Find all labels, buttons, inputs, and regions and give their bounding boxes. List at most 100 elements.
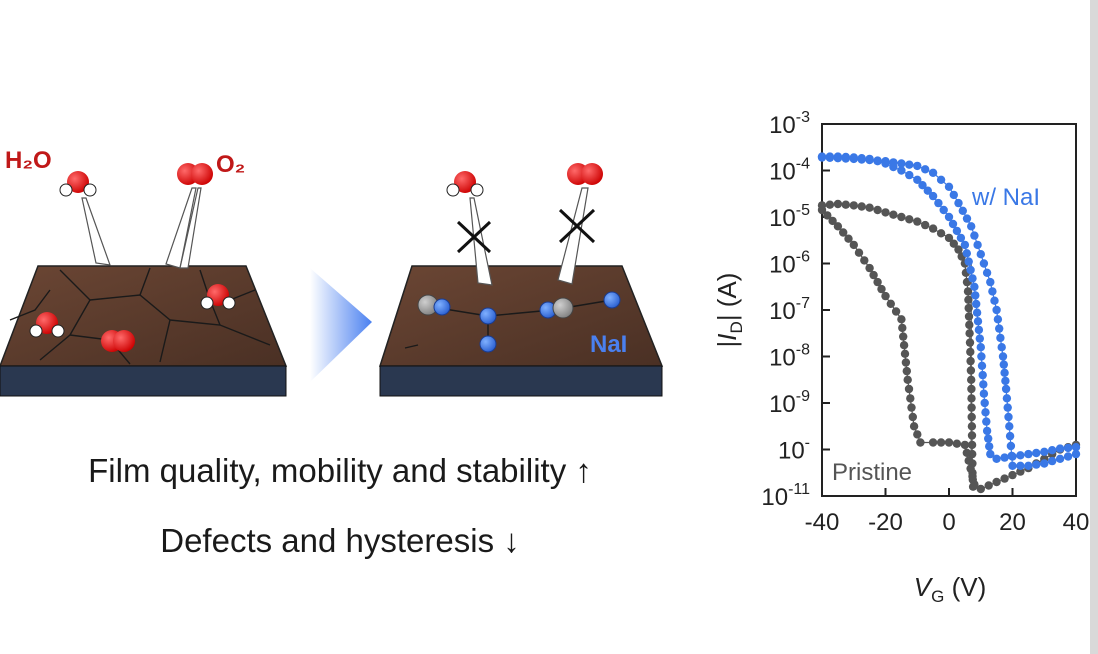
data-point xyxy=(967,403,976,412)
data-point xyxy=(998,352,1008,361)
data-point xyxy=(889,158,898,167)
data-point xyxy=(997,343,1006,352)
data-point xyxy=(891,307,901,316)
data-point xyxy=(903,375,912,384)
data-point xyxy=(990,296,999,305)
data-point xyxy=(833,199,843,209)
data-point xyxy=(899,341,909,350)
data-point xyxy=(901,358,911,367)
data-point xyxy=(967,422,977,431)
water-molecule-embedded-2 xyxy=(29,312,65,338)
data-point xyxy=(1006,441,1016,451)
data-point xyxy=(982,426,992,436)
data-point xyxy=(986,449,995,459)
data-point xyxy=(977,361,987,370)
data-point xyxy=(817,153,827,162)
data-point xyxy=(849,240,858,250)
data-point xyxy=(1024,461,1033,470)
data-point xyxy=(1007,451,1016,461)
data-point xyxy=(897,315,906,324)
data-point xyxy=(976,343,985,352)
data-point xyxy=(886,299,895,308)
data-point xyxy=(978,370,987,380)
data-point xyxy=(905,160,914,169)
data-point xyxy=(967,440,977,450)
right-edge-bar xyxy=(1090,0,1098,654)
data-point xyxy=(936,438,946,447)
h2o-label: H₂O xyxy=(5,147,52,174)
data-point xyxy=(857,155,866,164)
data-point xyxy=(986,277,995,287)
data-point xyxy=(928,191,938,201)
blocked-cross-icon-1 xyxy=(456,220,492,254)
data-point xyxy=(909,422,919,431)
series-label-nai: w/ NaI xyxy=(971,184,1040,211)
data-point xyxy=(974,325,984,335)
data-point xyxy=(913,175,922,184)
water-molecule-top-left xyxy=(59,171,97,197)
x-tick-label: 20 xyxy=(999,509,1026,536)
data-point xyxy=(944,233,954,243)
data-point xyxy=(964,303,973,313)
data-point xyxy=(928,168,938,177)
svg-text:|ID| (A): |ID| (A) xyxy=(712,273,746,348)
data-point xyxy=(985,442,994,451)
data-point xyxy=(949,239,958,248)
data-point xyxy=(1004,412,1013,422)
data-point xyxy=(982,417,991,426)
data-point xyxy=(995,324,1004,333)
data-point xyxy=(833,222,843,231)
y-tick-label: 10-7 xyxy=(769,295,810,325)
data-point xyxy=(952,226,962,236)
data-point xyxy=(966,464,975,473)
data-point xyxy=(944,438,954,447)
series-label-pristine: Pristine xyxy=(832,459,912,486)
water-molecule-top-right xyxy=(446,171,484,197)
data-point xyxy=(1032,448,1041,458)
data-point xyxy=(973,240,982,250)
data-point xyxy=(962,214,972,223)
data-point xyxy=(921,165,930,174)
data-point xyxy=(1016,461,1025,470)
data-point xyxy=(976,484,985,494)
data-point xyxy=(968,472,977,481)
data-point xyxy=(865,203,874,212)
data-point xyxy=(841,200,850,209)
blocked-arrows-right xyxy=(469,187,589,286)
data-point xyxy=(1063,452,1073,461)
data-point xyxy=(965,329,974,338)
data-point xyxy=(967,394,976,403)
data-point xyxy=(1055,454,1065,463)
data-point xyxy=(913,161,922,171)
caption-improvements: Film quality, mobility and stability ↑ xyxy=(88,452,592,489)
data-point xyxy=(966,366,976,375)
x-tick-label: -20 xyxy=(868,509,903,536)
data-point xyxy=(928,224,938,233)
data-point xyxy=(970,231,979,240)
data-point xyxy=(952,439,962,448)
data-point xyxy=(898,323,907,333)
nai-label: NaI xyxy=(590,331,627,358)
y-tick-label: 10-6 xyxy=(769,249,810,279)
data-point xyxy=(817,205,827,215)
data-point xyxy=(972,308,982,317)
data-point xyxy=(992,477,1001,487)
data-point xyxy=(980,398,989,408)
data-point xyxy=(981,408,990,417)
data-point xyxy=(973,317,983,326)
caption-reductions: Defects and hysteresis ↓ xyxy=(160,522,520,559)
data-point xyxy=(964,312,974,321)
data-point xyxy=(956,233,966,243)
data-point xyxy=(992,305,1001,315)
data-point xyxy=(904,384,914,394)
data-point xyxy=(900,349,910,358)
data-point xyxy=(881,157,890,166)
data-point xyxy=(918,181,927,190)
data-point xyxy=(960,240,970,250)
data-point xyxy=(1001,384,1011,394)
data-point xyxy=(992,454,1001,463)
data-point xyxy=(873,277,882,287)
data-point xyxy=(1001,376,1010,386)
data-point xyxy=(849,201,858,210)
